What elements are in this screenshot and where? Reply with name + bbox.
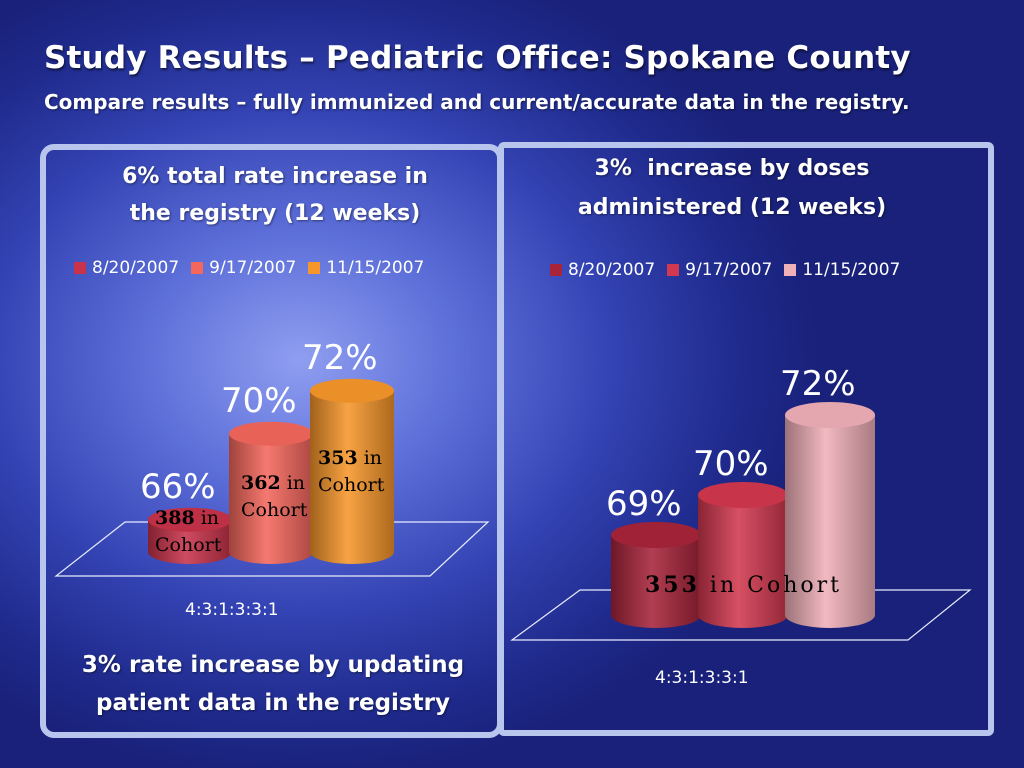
legend-label: 8/20/2007 [568,260,656,280]
slide-title: Study Results – Pediatric Office: Spokan… [44,40,911,76]
right-chart-title-line1: 3% increase by doses [594,156,870,181]
cohort-suffix: in [358,447,382,469]
left-chart-title: 6% total rate increase in the registry (… [60,158,490,232]
data-label: 70% [221,381,297,421]
cohort-line2: Cohort [155,534,222,556]
bar-body [310,390,394,564]
right-chart-title: 3% increase by doses administered (12 we… [520,149,944,227]
left-footer-line1: 3% rate increase by updating [81,652,465,678]
bar-top [229,421,313,446]
left-chart-legend: 8/20/2007 9/17/2007 11/15/2007 [74,258,424,278]
cohort-line2: Cohort [241,499,308,521]
left-category-label: 4:3:1:3:3:1 [185,600,279,620]
legend-item: 9/17/2007 [667,260,772,280]
right-chart-title-line2: administered (12 weeks) [577,195,887,220]
legend-label: 8/20/2007 [92,258,180,278]
legend-label: 11/15/2007 [326,258,425,278]
bar-body [148,519,232,564]
bar-top [148,507,232,532]
right-chart-legend: 8/20/2007 9/17/2007 11/15/2007 [550,260,900,280]
cohort-annotation: 362 in Cohort [241,472,308,521]
bar-11-15-2007 [785,402,875,628]
cohort-line2: Cohort [318,474,385,496]
data-label: 70% [693,444,769,484]
legend-item: 11/15/2007 [308,258,424,278]
bar-body [698,495,788,628]
data-label: 66% [140,467,216,507]
left-chart-title-line1: 6% total rate increase in [122,164,428,189]
left-footer-line2: patient data in the registry [96,690,450,716]
cohort-annotation: 353 in Cohort [645,572,842,598]
bar-9-17-2007 [229,421,313,564]
right-chart-panel [498,142,994,736]
bar-body [229,433,313,564]
bar-11-15-2007 [310,378,394,564]
cohort-count: 362 [241,472,281,494]
left-chart-footer: 3% rate increase by updating patient dat… [50,646,496,722]
cohort-count: 388 [155,507,195,529]
cohort-annotation: 388 in Cohort [155,507,222,556]
data-label: 72% [302,338,378,378]
legend-swatch [667,264,680,276]
bar-8-20-2007 [611,522,701,628]
legend-item: 8/20/2007 [550,260,655,280]
bar-body [611,535,701,628]
cohort-count: 353 [318,447,358,469]
data-label: 69% [606,484,682,524]
cohort-count: 353 [645,572,700,598]
legend-item: 11/15/2007 [784,260,900,280]
legend-swatch [550,264,562,276]
legend-label: 9/17/2007 [685,260,773,280]
slide-subtitle: Compare results – fully immunized and cu… [44,90,910,114]
legend-item: 8/20/2007 [74,258,179,278]
cohort-suffix: in Cohort [700,573,842,598]
cohort-suffix: in [281,472,305,494]
data-label: 72% [780,364,856,404]
cohort-annotation: 353 in Cohort [318,447,385,496]
bar-top [785,402,875,428]
bar-9-17-2007 [698,482,788,628]
legend-swatch [191,262,204,274]
legend-label: 9/17/2007 [209,258,297,278]
legend-item: 9/17/2007 [191,258,296,278]
bar-top [611,522,701,548]
bar-top [310,378,394,403]
legend-swatch [308,262,321,274]
bar-top [698,482,788,508]
left-chart-title-line2: the registry (12 weeks) [129,201,421,226]
legend-swatch [74,262,86,274]
legend-label: 11/15/2007 [802,260,901,280]
legend-swatch [784,264,797,276]
bar-8-20-2007 [148,507,232,564]
bar-body [785,415,875,628]
cohort-suffix: in [195,507,219,529]
right-category-label: 4:3:1:3:3:1 [655,668,749,688]
